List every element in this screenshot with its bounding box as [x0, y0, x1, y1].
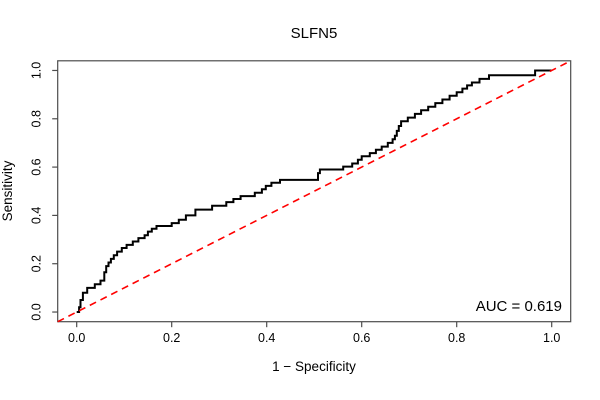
- y-tick-label: 0.6: [30, 158, 44, 175]
- plot-title: SLFN5: [291, 25, 338, 42]
- auc-annotation: AUC = 0.619: [476, 298, 562, 315]
- y-axis-ticks: 0.0 0.2 0.4 0.6 0.8 1.0: [30, 62, 58, 321]
- y-tick-label: 1.0: [30, 62, 44, 79]
- roc-curve-line: [76, 69, 552, 313]
- plot-frame: [57, 60, 572, 323]
- chance-diagonal-line: [57, 60, 572, 323]
- y-tick-label: 0.0: [30, 303, 44, 320]
- x-tick-label: 1.0: [543, 331, 560, 345]
- x-tick-label: 0.0: [68, 331, 85, 345]
- y-tick-label: 0.8: [30, 110, 44, 127]
- x-axis-title: 1 − Specificity: [272, 359, 356, 374]
- y-axis-title: Sensitivity: [0, 160, 15, 221]
- x-tick-label: 0.8: [448, 331, 465, 345]
- x-tick-label: 0.4: [258, 331, 275, 345]
- y-tick-label: 0.2: [30, 255, 44, 272]
- x-tick-label: 0.6: [353, 331, 370, 345]
- y-tick-label: 0.4: [30, 207, 44, 224]
- x-tick-label: 0.2: [163, 331, 180, 345]
- plot-series: [57, 60, 572, 323]
- x-axis-ticks: 0.0 0.2 0.4 0.6 0.8 1.0: [68, 321, 560, 345]
